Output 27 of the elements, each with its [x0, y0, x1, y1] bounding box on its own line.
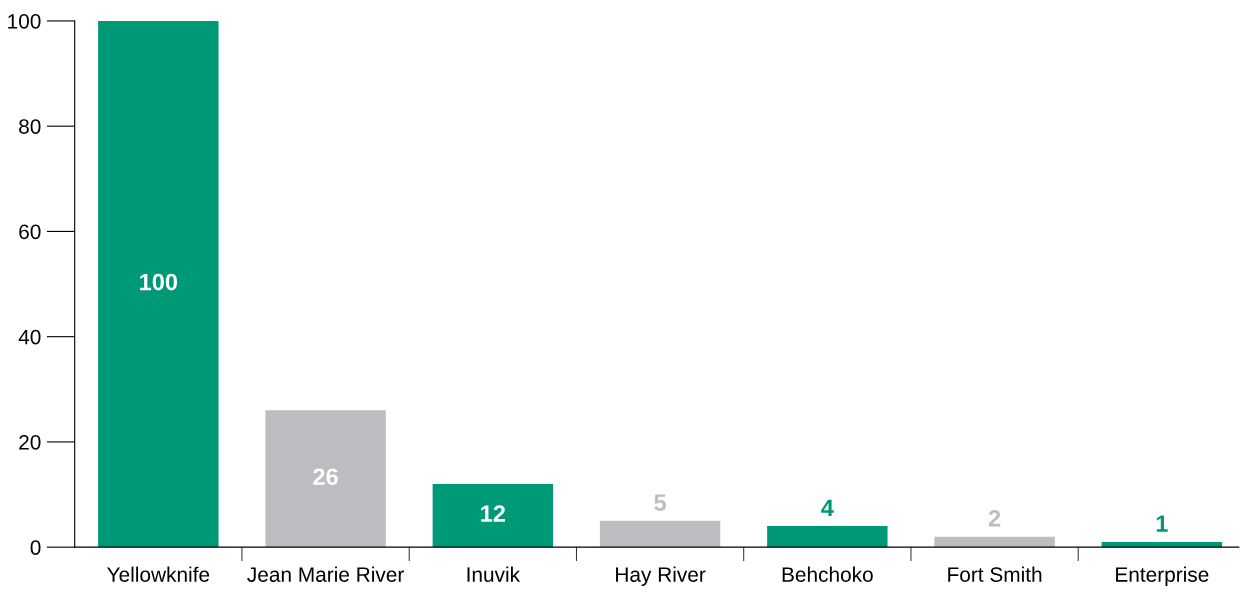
- bar: [98, 20, 219, 548]
- y-tick-label: 0: [30, 540, 41, 555]
- y-tick-label: 100: [8, 13, 41, 29]
- data-label: 26: [313, 468, 338, 486]
- x-tick-label: Behchoko: [782, 566, 873, 582]
- data-label: 2: [988, 510, 1001, 527]
- bar: [599, 520, 721, 548]
- data-label: 1: [1156, 515, 1168, 532]
- y-tick-label: 60: [19, 224, 41, 240]
- x-tick-label: Yellowknife: [107, 566, 210, 582]
- data-label: 5: [654, 494, 666, 511]
- data-label: 12: [481, 505, 506, 522]
- bar: [432, 484, 554, 548]
- y-tick-label: 20: [19, 434, 41, 450]
- bar: [934, 536, 1055, 548]
- x-tick-label: Inuvik: [467, 566, 521, 582]
- data-label: 4: [821, 499, 834, 516]
- data-label: 100: [140, 273, 178, 291]
- y-tick-label: 40: [18, 329, 41, 345]
- bar: [1101, 541, 1223, 548]
- bar: [767, 526, 888, 548]
- x-tick-label: Fort Smith: [948, 566, 1042, 582]
- x-tick-label: Enterprise: [1116, 566, 1209, 587]
- y-tick-label: 80: [19, 119, 41, 134]
- x-tick-label: Jean Marie River: [247, 566, 404, 582]
- bar: [265, 410, 386, 548]
- x-tick-label: Hay River: [616, 566, 706, 587]
